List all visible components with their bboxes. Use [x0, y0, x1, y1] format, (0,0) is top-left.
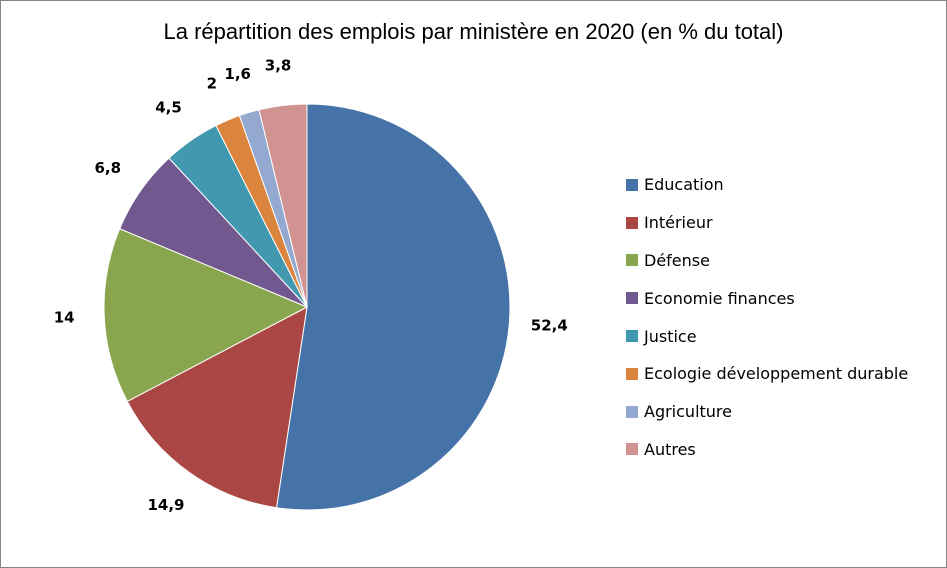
data-label-6: 2	[207, 74, 217, 92]
legend-item: Agriculture	[626, 393, 908, 431]
legend-swatch	[626, 292, 638, 305]
legend-item: Défense	[626, 242, 908, 280]
data-label-1: 52,4	[531, 316, 568, 334]
chart-legend: Education Intérieur Défense Economie financ…	[626, 166, 908, 468]
legend-label: Justice	[644, 326, 697, 346]
data-label-3: 14	[54, 309, 75, 327]
legend-item: Education	[626, 166, 908, 204]
legend-swatch	[626, 367, 638, 380]
legend-swatch	[626, 405, 638, 418]
pie-slice-1	[275, 103, 511, 511]
legend-item: Economie finances	[626, 279, 908, 317]
data-label-2: 14,9	[147, 496, 184, 514]
legend-swatch	[626, 216, 638, 229]
legend-label: Economie finances	[644, 288, 795, 308]
legend-swatch	[626, 443, 638, 456]
data-label-7: 1,6	[224, 65, 251, 83]
legend-swatch	[626, 254, 638, 267]
data-label-4: 6,8	[95, 159, 122, 177]
pie-slice-8	[258, 103, 308, 308]
data-label-8: 3,8	[265, 57, 292, 75]
legend-item: Justice	[626, 317, 908, 355]
legend-label: Ecologie développement durable	[644, 364, 909, 384]
legend-item: Autres	[626, 431, 908, 469]
pie-slice-2	[126, 306, 308, 509]
data-label-5: 4,5	[155, 98, 182, 116]
legend-label: Education	[644, 175, 724, 195]
legend-swatch	[626, 178, 638, 191]
legend-swatch	[626, 330, 638, 343]
pie-slice-3	[103, 228, 309, 403]
legend-label: Agriculture	[644, 402, 732, 422]
legend-label: Autres	[644, 439, 696, 459]
legend-label: Intérieur	[644, 213, 713, 233]
legend-label: Défense	[644, 250, 710, 270]
chart-title: La répartition des emplois par ministère…	[163, 19, 784, 44]
legend-item: Ecologie développement durable	[626, 355, 908, 393]
legend-item: Intérieur	[626, 204, 908, 242]
